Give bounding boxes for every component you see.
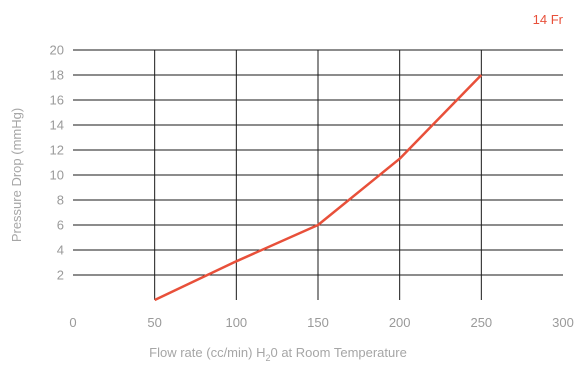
x-tick-label: 100 [225,315,247,330]
x-axis-title: Flow rate (cc/min) H20 at Room Temperatu… [149,345,407,363]
x-axis-ticks: 0 50 100 150 200 250 300 [69,315,573,330]
y-axis-title: Pressure Drop (mmHg) [9,108,24,242]
x-tick-label: 50 [147,315,161,330]
y-tick-label: 16 [50,93,64,108]
y-tick-label: 10 [50,168,64,183]
legend-series-label: 14 Fr [533,12,564,27]
series-layer [154,74,483,302]
y-tick-label: 20 [50,43,64,58]
x-tick-label: 300 [552,315,574,330]
x-tick-label: 250 [470,315,492,330]
series-line [154,74,483,302]
x-axis-title-suffix: 0 at Room Temperature [270,345,406,360]
x-tick-label: 0 [69,315,76,330]
grid [73,49,563,300]
y-tick-label: 12 [50,143,64,158]
y-tick-label: 6 [57,218,64,233]
x-tick-label: 150 [307,315,329,330]
y-tick-label: 4 [57,243,64,258]
y-axis-ticks: 2 4 6 8 10 12 14 16 18 20 [50,43,64,283]
y-tick-label: 14 [50,118,64,133]
x-axis-title-prefix: Flow rate (cc/min) H [149,345,265,360]
y-tick-label: 18 [50,68,64,83]
y-tick-label: 8 [57,193,64,208]
y-tick-label: 2 [57,268,64,283]
x-tick-label: 200 [389,315,411,330]
x-axis-title-subscript: 2 [265,353,270,363]
